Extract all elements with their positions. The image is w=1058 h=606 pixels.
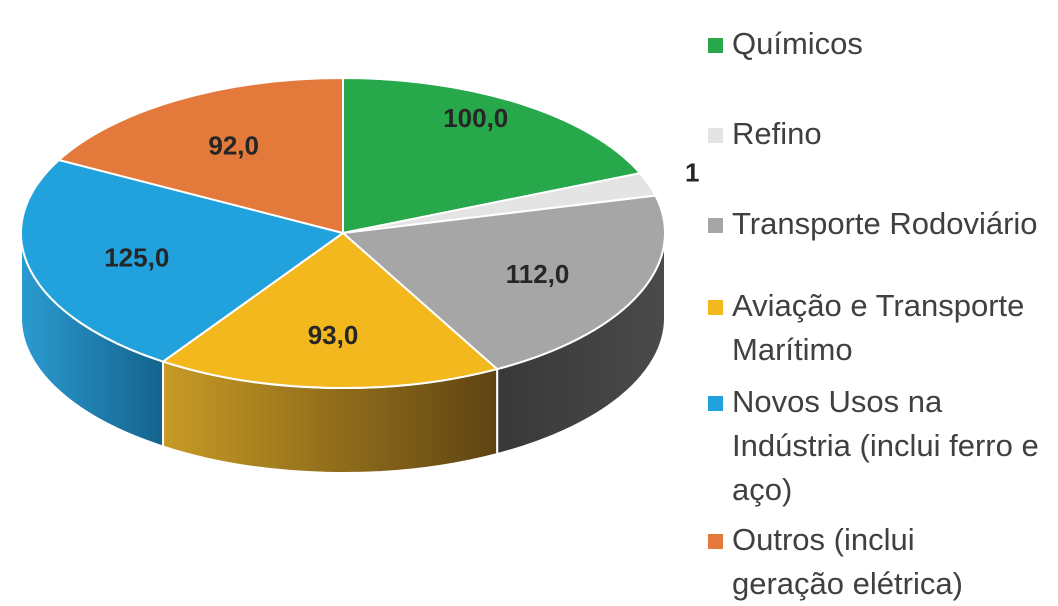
legend-item: Novos Usos na Indústria (inclui ferro e …: [706, 380, 1058, 512]
legend-item: Refino: [706, 112, 1056, 156]
legend-item: Transporte Rodoviário: [706, 202, 1056, 246]
legend-item: Aviação e Transporte Marítimo: [706, 284, 1032, 372]
legend-swatch: [708, 396, 723, 411]
legend-label: Outros (inclui geração elétrica): [732, 522, 963, 601]
data-label: 93,0: [308, 320, 359, 350]
pie-chart: 100,0 13,0 112,0 93,0 125,0 92,0: [20, 76, 700, 474]
legend-item: Químicos: [706, 22, 1056, 66]
pie-slice: [160, 231, 500, 389]
legend-label: Novos Usos na Indústria (inclui ferro e …: [732, 384, 1039, 507]
data-label: 100,0: [443, 103, 508, 133]
pie-slice: [56, 76, 344, 235]
legend-swatch: [708, 218, 723, 233]
pie-slice: [20, 158, 346, 363]
data-label: 125,0: [104, 243, 169, 273]
data-label: 112,0: [506, 259, 570, 289]
legend-label: Transporte Rodoviário: [732, 206, 1038, 241]
legend-item: Outros (inclui geração elétrica): [706, 518, 1032, 606]
data-label: 92,0: [208, 130, 259, 160]
legend: Químicos Refino Transporte Rodoviário Av…: [706, 22, 1056, 606]
legend-label: Aviação e Transporte Marítimo: [732, 288, 1025, 367]
legend-swatch: [708, 534, 723, 549]
legend-swatch: [708, 128, 723, 143]
legend-label: Químicos: [732, 26, 863, 61]
legend-swatch: [708, 38, 723, 53]
pie-slice: [340, 194, 666, 371]
legend-label: Refino: [732, 116, 822, 151]
data-label: 13,0: [685, 157, 700, 187]
pie-slice: [342, 76, 642, 235]
legend-swatch: [708, 300, 723, 315]
